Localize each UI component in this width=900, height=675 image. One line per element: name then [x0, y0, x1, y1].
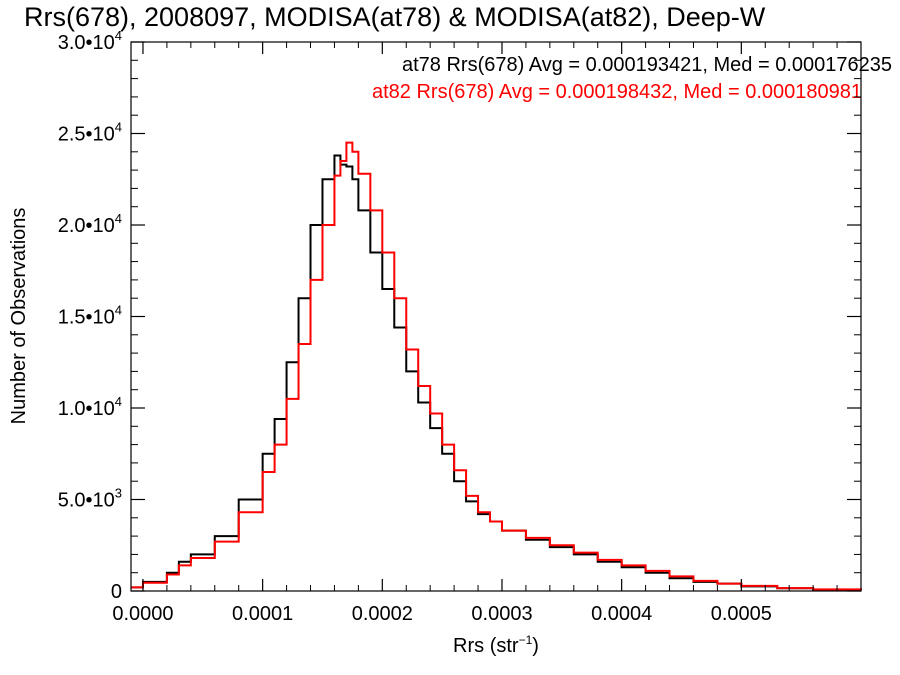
y-axis-label: Number of Observations	[8, 208, 30, 425]
x-axis-label-close: )	[532, 635, 539, 657]
y-tick-label-base-4: 2.0•10	[58, 215, 115, 237]
y-tick-label-base-6: 3.0•10	[58, 32, 115, 54]
x-tick-label-4: 0.0004	[591, 603, 652, 625]
series-line-0	[131, 154, 862, 591]
y-tick-label-exp-3: 4	[115, 303, 122, 318]
chart-annotations: at78 Rrs(678) Avg = 0.000193421, Med = 0…	[372, 54, 892, 103]
y-tick-label-exp-6: 4	[115, 28, 122, 43]
y-tick-label-1: 5.0•103	[58, 486, 122, 512]
y-tick-label-3: 1.5•104	[58, 303, 122, 329]
y-tick-label-exp-4: 4	[115, 211, 122, 226]
y-tick-label-exp-5: 4	[115, 120, 122, 135]
axis-layer: 0.0000 0.0001 0.0002 0.0003 0.0004 0.0005 0 5.0…	[58, 28, 861, 625]
x-axis-label: Rrs (str−1)	[453, 633, 539, 657]
y-tick-label-5: 2.5•104	[58, 120, 122, 146]
y-tick-label-4: 2.0•104	[58, 211, 122, 237]
series-line-1	[131, 141, 862, 591]
annotation-at82: at82 Rrs(678) Avg = 0.000198432, Med = 0…	[372, 81, 862, 103]
x-axis-label-text: Rrs (str	[453, 635, 519, 657]
x-tick-label-2: 0.0002	[352, 603, 413, 625]
y-tick-label-base-3: 1.5•10	[58, 307, 115, 329]
y-tick-label-exp-2: 4	[115, 394, 122, 409]
y-tick-label-exp-1: 3	[115, 486, 122, 501]
plot-frame	[130, 41, 862, 592]
y-tick-label-base-1: 5.0•10	[58, 490, 115, 512]
x-axis-label-sup: −1	[519, 633, 533, 647]
y-tick-label-base-5: 2.5•10	[58, 124, 115, 146]
y-tick-label-0: 0	[111, 581, 122, 603]
series-layer	[131, 141, 862, 591]
chart-title: Rrs(678), 2008097, MODISA(at78) & MODISA…	[24, 2, 766, 32]
y-tick-label-6: 3.0•104	[58, 28, 122, 54]
y-tick-label-base-2: 1.0•10	[58, 398, 115, 420]
x-tick-label-0: 0.0000	[112, 603, 173, 625]
y-tick-label-base-0: 0	[111, 581, 122, 603]
x-tick-label-3: 0.0003	[471, 603, 532, 625]
y-tick-label-2: 1.0•104	[58, 394, 122, 420]
x-tick-label-1: 0.0001	[232, 603, 293, 625]
x-tick-label-5: 0.0005	[711, 603, 772, 625]
annotation-at78: at78 Rrs(678) Avg = 0.000193421, Med = 0…	[402, 54, 892, 76]
